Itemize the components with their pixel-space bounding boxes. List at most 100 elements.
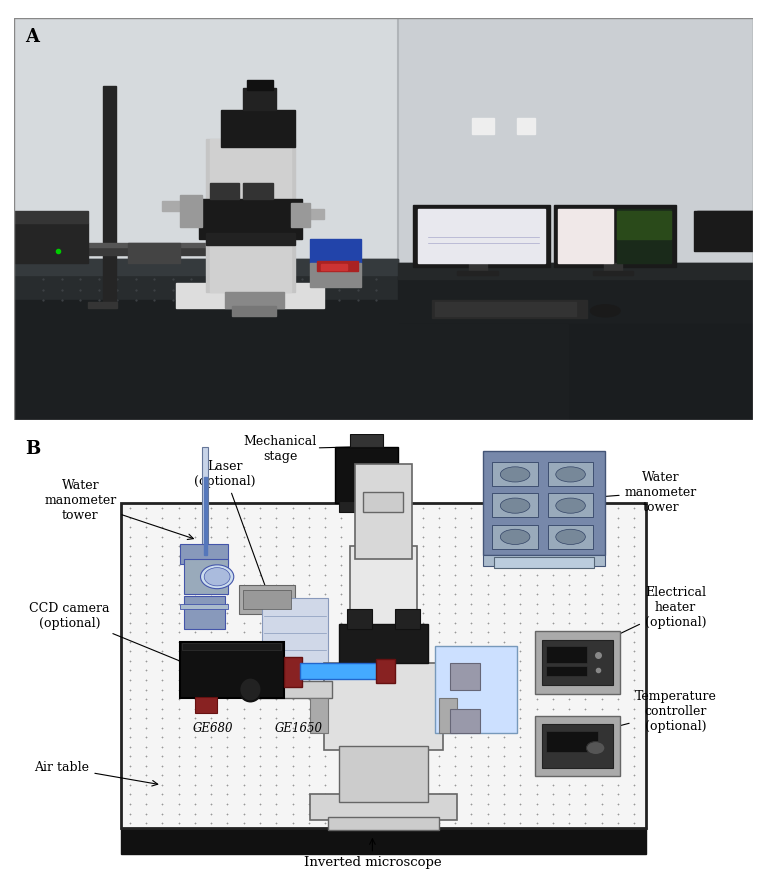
Bar <box>542 640 613 685</box>
Bar <box>546 666 587 676</box>
Bar <box>14 259 398 308</box>
Ellipse shape <box>500 529 530 544</box>
Bar <box>284 657 302 688</box>
Bar <box>450 664 479 689</box>
Ellipse shape <box>200 565 234 589</box>
Bar <box>335 447 398 503</box>
Bar <box>398 264 753 332</box>
Bar <box>121 503 646 828</box>
Bar <box>206 233 295 245</box>
Bar <box>546 646 587 664</box>
Bar <box>262 598 328 676</box>
Bar <box>617 211 671 239</box>
Bar <box>291 203 310 227</box>
Bar <box>694 211 753 251</box>
Text: Water
manometer
tower: Water manometer tower <box>550 471 697 513</box>
Text: GE1650: GE1650 <box>275 722 322 735</box>
Bar <box>439 698 457 733</box>
Bar <box>376 659 394 683</box>
Bar <box>495 558 594 568</box>
Bar <box>472 119 495 135</box>
Bar <box>310 698 328 733</box>
Bar <box>554 205 676 267</box>
Bar <box>209 139 291 291</box>
Bar <box>351 434 384 447</box>
Bar <box>347 609 373 628</box>
Bar <box>398 264 753 280</box>
Bar <box>243 88 276 111</box>
Bar <box>398 324 753 420</box>
Bar <box>339 746 428 802</box>
Bar <box>183 643 281 650</box>
Bar <box>398 324 568 420</box>
Ellipse shape <box>556 466 585 482</box>
Bar <box>535 715 620 776</box>
Bar <box>328 818 439 830</box>
Bar <box>310 239 361 264</box>
Bar <box>492 462 538 486</box>
Bar <box>483 555 605 566</box>
Bar <box>243 183 272 199</box>
Bar <box>258 681 332 698</box>
Bar <box>339 625 428 664</box>
Bar <box>247 81 272 90</box>
Bar <box>14 259 398 275</box>
Text: Electrical
heater
(optional): Electrical heater (optional) <box>579 586 706 653</box>
Bar <box>180 544 229 564</box>
Ellipse shape <box>556 498 585 513</box>
Bar <box>300 664 377 679</box>
Bar <box>128 243 180 264</box>
Bar <box>324 664 443 750</box>
Bar <box>204 477 207 555</box>
Bar <box>351 546 416 806</box>
Bar <box>469 264 487 272</box>
Bar <box>413 205 550 267</box>
Bar <box>176 283 324 308</box>
Bar <box>435 646 517 733</box>
Text: Inverted microscope: Inverted microscope <box>304 839 441 869</box>
Bar <box>604 264 622 272</box>
Bar <box>432 299 587 318</box>
Text: Air table: Air table <box>35 761 158 786</box>
Text: Mechanical
stage: Mechanical stage <box>243 435 361 463</box>
Ellipse shape <box>587 742 605 755</box>
Bar <box>184 559 229 594</box>
Bar <box>14 248 250 255</box>
Bar <box>483 451 605 555</box>
Bar <box>121 828 646 854</box>
Bar <box>87 302 117 308</box>
Text: Temperature
controller
(optional): Temperature controller (optional) <box>580 689 716 737</box>
Bar <box>339 501 394 512</box>
Bar <box>617 209 671 264</box>
Ellipse shape <box>239 678 262 702</box>
Bar <box>232 305 276 316</box>
Text: B: B <box>25 440 40 458</box>
Bar <box>14 299 398 420</box>
Bar <box>417 209 545 264</box>
Bar <box>548 525 594 549</box>
Text: A: A <box>25 27 39 46</box>
Bar <box>209 183 239 199</box>
Bar <box>558 209 614 264</box>
Bar <box>394 609 420 628</box>
Bar <box>103 86 116 308</box>
Bar <box>239 586 295 613</box>
Bar <box>310 794 457 820</box>
Ellipse shape <box>500 498 530 513</box>
Bar <box>180 642 284 698</box>
Bar <box>697 211 753 247</box>
Bar <box>184 596 225 628</box>
Bar <box>443 694 495 707</box>
Bar <box>435 303 576 316</box>
Ellipse shape <box>556 529 585 544</box>
Bar <box>180 195 202 227</box>
Bar <box>195 696 217 713</box>
Bar <box>310 264 361 288</box>
Bar <box>206 139 295 291</box>
Bar <box>398 18 753 299</box>
Bar <box>517 119 535 135</box>
Text: GE680: GE680 <box>193 722 234 735</box>
Bar <box>14 243 250 247</box>
Bar <box>492 525 538 549</box>
Bar <box>14 223 87 264</box>
